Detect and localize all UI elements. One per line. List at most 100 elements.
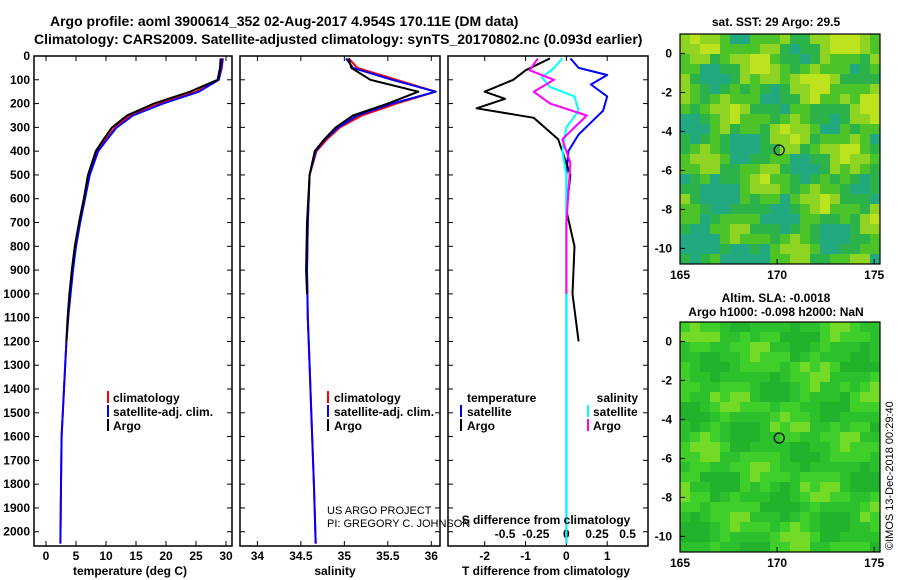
difference-legend: temperature salinity satellite Argo sate… — [460, 391, 639, 433]
heatmap-cell — [680, 402, 690, 412]
heatmap-cell — [690, 482, 700, 492]
heatmap-cell — [770, 422, 780, 432]
heatmap-cell — [830, 34, 840, 44]
heatmap-cell — [680, 54, 690, 64]
heatmap-cell — [750, 422, 760, 432]
heatmap-cell — [790, 204, 800, 214]
heatmap-cell — [870, 522, 880, 532]
heatmap-cell — [860, 412, 870, 422]
heatmap-cell — [710, 44, 720, 54]
heatmap-cell — [710, 84, 720, 94]
x-tick-label: 0 — [43, 549, 50, 563]
heatmap-cell — [870, 382, 880, 392]
heatmap-cell — [800, 452, 810, 462]
heatmap-cell — [690, 194, 700, 204]
heatmap-cell — [840, 104, 850, 114]
heatmap-cell — [690, 84, 700, 94]
heatmap-cell — [720, 492, 730, 502]
heatmap-cell — [740, 254, 750, 264]
heatmap-cell — [710, 54, 720, 64]
heatmap-cell — [770, 204, 780, 214]
heatmap-cell — [700, 522, 710, 532]
heatmap-cell — [780, 114, 790, 124]
heatmap-cell — [860, 94, 870, 104]
heatmap-cell — [750, 244, 760, 254]
heatmap-cell — [780, 44, 790, 54]
heatmap-cell — [690, 74, 700, 84]
heatmap-cell — [870, 154, 880, 164]
heatmap-cell — [680, 94, 690, 104]
heatmap-cell — [870, 114, 880, 124]
heatmap-cell — [750, 492, 760, 502]
heatmap-cell — [860, 144, 870, 154]
heatmap-cell — [760, 412, 770, 422]
legend-head-salinity: salinity — [597, 391, 639, 405]
heatmap-cell — [730, 194, 740, 204]
heatmap-cell — [720, 134, 730, 144]
heatmap-cell — [680, 342, 690, 352]
heatmap-cell — [720, 244, 730, 254]
heatmap-cell — [860, 254, 870, 264]
heatmap-cell — [710, 402, 720, 412]
heatmap-cell — [820, 482, 830, 492]
heatmap-cell — [740, 74, 750, 84]
heatmap-cell — [810, 134, 820, 144]
heatmap-cell — [750, 164, 760, 174]
heatmap-cell — [680, 502, 690, 512]
temperature-plot-frame — [33, 55, 233, 547]
heatmap-cell — [850, 402, 860, 412]
heatmap-cell — [690, 94, 700, 104]
heatmap-cell — [730, 482, 740, 492]
heatmap-cell — [840, 532, 850, 542]
heatmap-cell — [730, 254, 740, 264]
heatmap-cell — [870, 44, 880, 54]
heatmap-cell — [830, 342, 840, 352]
heatmap-cell — [850, 144, 860, 154]
heatmap-cell — [870, 34, 880, 44]
heatmap-cell — [790, 372, 800, 382]
heatmap-cell — [690, 502, 700, 512]
heatmap-cell — [730, 442, 740, 452]
heatmap-cell — [850, 332, 860, 342]
heatmap-cell — [800, 372, 810, 382]
depth-tick-label: 700 — [10, 216, 30, 230]
heatmap-cell — [800, 244, 810, 254]
heatmap-cell — [680, 224, 690, 234]
heatmap-cell — [770, 194, 780, 204]
heatmap-cell — [840, 144, 850, 154]
heatmap-cell — [710, 352, 720, 362]
heatmap-cell — [810, 164, 820, 174]
heatmap-cell — [770, 472, 780, 482]
heatmap-cell — [690, 234, 700, 244]
heatmap-cell — [830, 532, 840, 542]
heatmap-cell — [680, 144, 690, 154]
heatmap-cell — [860, 74, 870, 84]
heatmap-cell — [750, 522, 760, 532]
heatmap-cell — [680, 244, 690, 254]
heatmap-cell — [850, 492, 860, 502]
heatmap-cell — [790, 472, 800, 482]
heatmap-cell — [780, 214, 790, 224]
heatmap-cell — [740, 462, 750, 472]
heatmap-cell — [690, 382, 700, 392]
heatmap-cell — [810, 124, 820, 134]
heatmap-cell — [820, 372, 830, 382]
heatmap-cell — [860, 492, 870, 502]
heatmap-cell — [780, 482, 790, 492]
heatmap-cell — [760, 342, 770, 352]
legend-label-climatology: climatology — [113, 391, 180, 405]
heatmap-cell — [710, 94, 720, 104]
heatmap-cell — [820, 342, 830, 352]
heatmap-cell — [680, 532, 690, 542]
heatmap-cell — [860, 372, 870, 382]
heatmap-cell — [860, 54, 870, 64]
heatmap-cell — [730, 502, 740, 512]
heatmap-cell — [710, 322, 720, 332]
heatmap-cell — [860, 114, 870, 124]
heatmap-cell — [680, 512, 690, 522]
heatmap-cell — [800, 322, 810, 332]
t-difference-x-axis: -2 -1 0 1 — [479, 56, 611, 563]
heatmap-cell — [680, 174, 690, 184]
heatmap-cell — [870, 432, 880, 442]
heatmap-cell — [790, 34, 800, 44]
